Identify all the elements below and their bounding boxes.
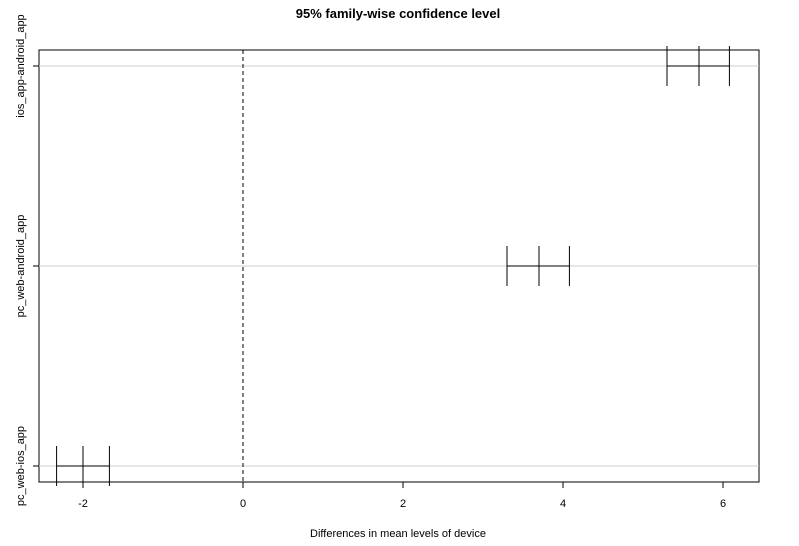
chart-title: 95% family-wise confidence level [296,6,500,21]
x-tick-label: 0 [240,498,246,510]
x-tick-label: 6 [720,498,726,510]
y-tick-label: pc_web-ios_app [15,426,27,506]
y-tick-label: ios_app-android_app [15,14,27,117]
x-tick-label: 4 [560,498,566,510]
axes: ios_app-android_app pc_web-android_app pc_… [15,14,726,510]
grid-lines [39,65,759,467]
x-tick-label: -2 [78,498,88,510]
interval-marks [56,46,730,486]
y-tick-label: pc_web-android_app [15,215,27,318]
x-tick-label: 2 [400,498,406,510]
x-axis-label: Differences in mean levels of device [310,528,486,540]
